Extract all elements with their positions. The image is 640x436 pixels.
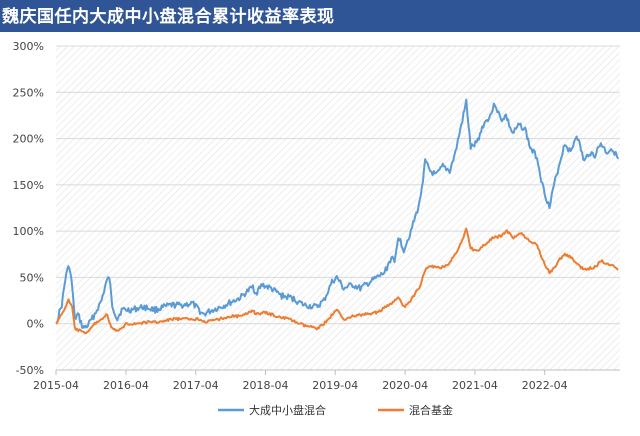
y-tick-label: 250% (13, 86, 44, 99)
y-tick-label: -50% (16, 364, 44, 377)
y-tick-label: 50% (20, 271, 44, 284)
x-tick-label: 2019-04 (312, 379, 358, 392)
x-tick-label: 2016-04 (103, 379, 149, 392)
chart-title: 魏庆国任内大成中小盘混合累计收益率表现 (2, 7, 335, 27)
legend-label-2: 混合基金 (409, 403, 453, 417)
x-tick-label: 2022-04 (522, 379, 568, 392)
x-tick-label: 2020-04 (382, 379, 428, 392)
y-tick-label: 150% (13, 179, 44, 192)
y-tick-label: 100% (13, 225, 44, 238)
legend-label-1: 大成中小盘混合 (249, 403, 326, 417)
x-tick-label: 2017-04 (173, 379, 219, 392)
x-tick-label: 2015-04 (33, 379, 79, 392)
x-tick-label: 2018-04 (242, 379, 288, 392)
series-line-2 (55, 227, 619, 335)
y-tick-label: 300% (13, 40, 44, 53)
series-line-1 (55, 98, 620, 329)
plot-area-background (56, 46, 620, 370)
y-tick-label: 200% (13, 133, 44, 146)
y-tick-label: 0% (27, 318, 44, 331)
x-tick-label: 2021-04 (452, 379, 498, 392)
